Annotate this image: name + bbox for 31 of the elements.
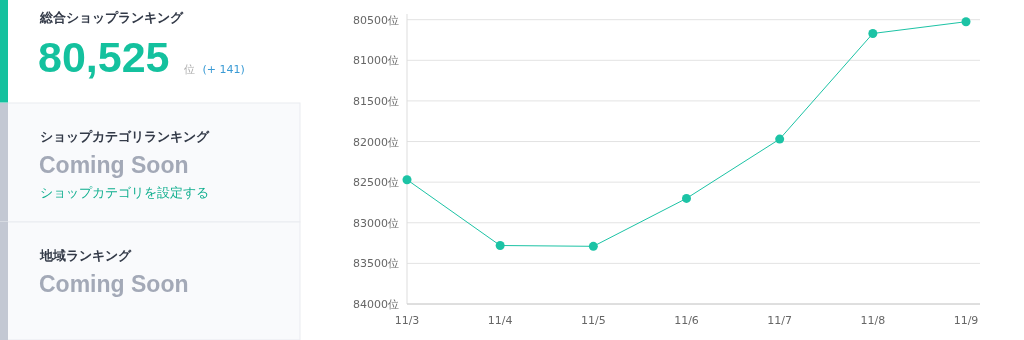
x-tick-label: 11/6 (674, 314, 699, 327)
x-tick-label: 11/3 (394, 314, 420, 327)
x-tick-label: 11/7 (767, 314, 793, 327)
y-tick-label: 81000位 (353, 54, 399, 68)
text: 地域ランキング (39, 248, 132, 263)
text: 位 (183, 63, 195, 76)
point (588, 241, 598, 251)
y-tick-label: 80500位 (353, 13, 399, 27)
point (961, 17, 971, 27)
x-tick-label: 11/5 (580, 314, 606, 327)
x-tick-label: 11/4 (487, 314, 513, 327)
point (868, 29, 878, 38)
y-tick-label: 84000位 (353, 298, 399, 311)
text: Coming Soon (39, 152, 189, 178)
text: ショップカテゴリを設定する (40, 185, 209, 200)
y-tick-label: 82500位 (353, 176, 399, 190)
text: 80,525 (38, 33, 170, 81)
point (495, 241, 505, 251)
text: Coming Soon (39, 271, 189, 297)
x-tick-label: 11/9 (953, 314, 979, 327)
text: (+ 141) (202, 63, 245, 76)
y-tick-label: 83500位 (353, 257, 399, 271)
text: 総合ショップランキング (39, 10, 184, 25)
y-tick-label: 82000位 (353, 135, 399, 149)
y-tick-label: 81500位 (353, 94, 399, 108)
point (775, 134, 785, 144)
point (402, 175, 412, 185)
y-tick-label: 83000位 (353, 216, 399, 230)
x-tick-label: 11/8 (860, 314, 886, 327)
text: ショップカテゴリランキング (40, 129, 210, 144)
point (682, 193, 691, 203)
